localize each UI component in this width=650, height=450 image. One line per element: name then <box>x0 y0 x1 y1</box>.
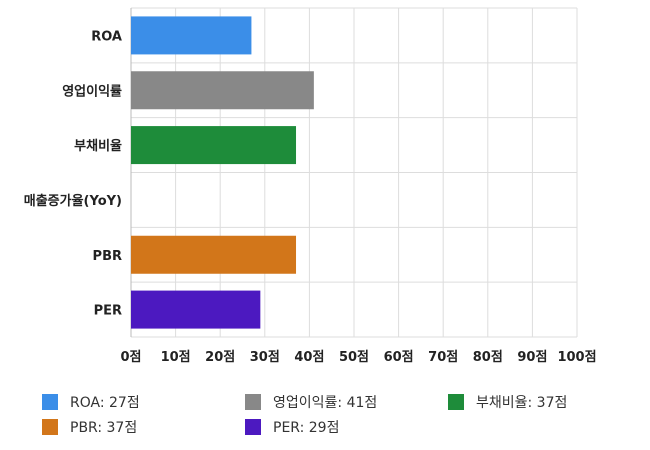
legend-label: 부채비율: 37점 <box>476 395 567 411</box>
category-label: PER <box>94 304 122 319</box>
x-tick-label: 50점 <box>339 350 369 365</box>
category-label: 영업이익률 <box>62 83 122 99</box>
legend-swatch <box>448 394 464 410</box>
grid-lines <box>130 7 578 338</box>
x-tick-label: 0점 <box>120 350 141 365</box>
legend: ROA: 27점 영업이익률: 41점 부채비율: 37점 PBR: 37점 PER: … <box>42 394 567 436</box>
x-tick-label: 20점 <box>205 350 235 365</box>
legend-swatch <box>42 394 58 410</box>
legend-label: 영업이익률: 41점 <box>273 395 377 411</box>
legend-swatch <box>42 419 58 435</box>
legend-swatch <box>245 419 261 435</box>
bar-3[interactable] <box>131 126 297 165</box>
x-tick-label: 30점 <box>250 350 280 365</box>
bar-6[interactable] <box>131 290 261 329</box>
category-label: PBR <box>93 249 122 264</box>
x-tick-label: 90점 <box>517 350 547 365</box>
legend-swatch <box>245 394 261 410</box>
x-tick-label: 60점 <box>384 350 414 365</box>
x-tick-label: 10점 <box>161 350 191 365</box>
category-label: 매출증가율(YoY) <box>24 193 122 209</box>
legend-label: PER: 29점 <box>273 420 339 436</box>
x-tick-label: 70점 <box>428 350 458 365</box>
legend-label: PBR: 37점 <box>70 420 137 436</box>
bars <box>131 16 314 329</box>
x-tick-labels: 0점 10점 20점 30점 40점 50점 60점 70점 80점 90점 100점 <box>120 350 596 365</box>
x-tick-label: 80점 <box>473 350 503 365</box>
category-label: ROA <box>91 29 122 44</box>
x-tick-label: 100점 <box>557 350 596 365</box>
bar-2[interactable] <box>131 71 314 110</box>
bar-1[interactable] <box>131 16 252 55</box>
category-label: 부채비율 <box>74 138 122 154</box>
x-tick-label: 40점 <box>294 350 324 365</box>
legend-label: ROA: 27점 <box>70 395 140 411</box>
bar-5[interactable] <box>131 235 297 274</box>
